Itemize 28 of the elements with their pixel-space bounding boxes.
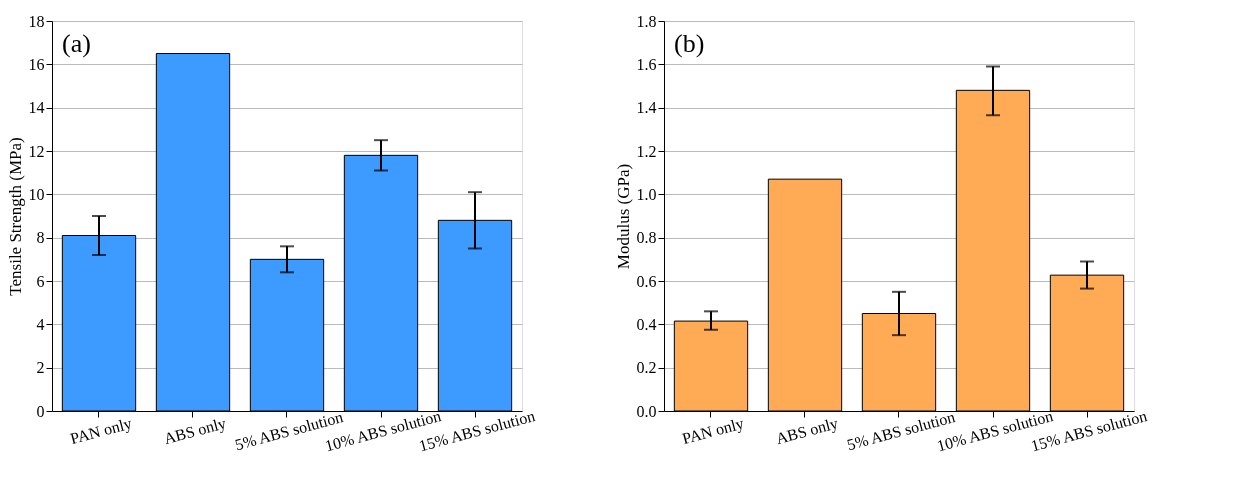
y-tick-label: 0	[36, 402, 45, 420]
annotation: (a)	[62, 29, 91, 58]
y-tick-label: 16	[28, 55, 45, 73]
y-tick-label: 10	[28, 185, 45, 203]
y-axis-title: Tensile Strength (MPa)	[5, 137, 25, 296]
y-tick-label: 6	[36, 272, 45, 290]
y-tick-label: 0.2	[636, 359, 657, 377]
y-axis-title: Modulus (GPa)	[613, 163, 633, 270]
y-tick-label: 1.8	[636, 12, 657, 30]
y-tick-label: 18	[28, 12, 45, 30]
x-tick-label: PAN only	[68, 414, 134, 449]
y-tick-label: 1.6	[636, 55, 657, 73]
y-tick-label: 1.2	[636, 142, 657, 160]
y-tick-label: 2	[36, 359, 45, 377]
x-tick-label: PAN only	[680, 414, 746, 449]
y-tick-label: 12	[28, 142, 45, 160]
y-tick-label: 1.0	[636, 185, 657, 203]
y-tick-label: 0.6	[636, 272, 657, 290]
x-tick-label: ABS only	[162, 414, 229, 449]
y-tick-label: 8	[36, 229, 45, 247]
annotation: (b)	[674, 29, 705, 58]
y-tick-label: 0.8	[636, 229, 657, 247]
y-tick-label: 0.0	[636, 402, 657, 420]
y-tick-label: 4	[36, 315, 45, 333]
y-tick-label: 0.4	[636, 315, 657, 333]
y-tick-label: 1.4	[636, 99, 657, 117]
y-tick-label: 14	[28, 99, 45, 117]
x-tick-label: ABS only	[774, 414, 841, 449]
